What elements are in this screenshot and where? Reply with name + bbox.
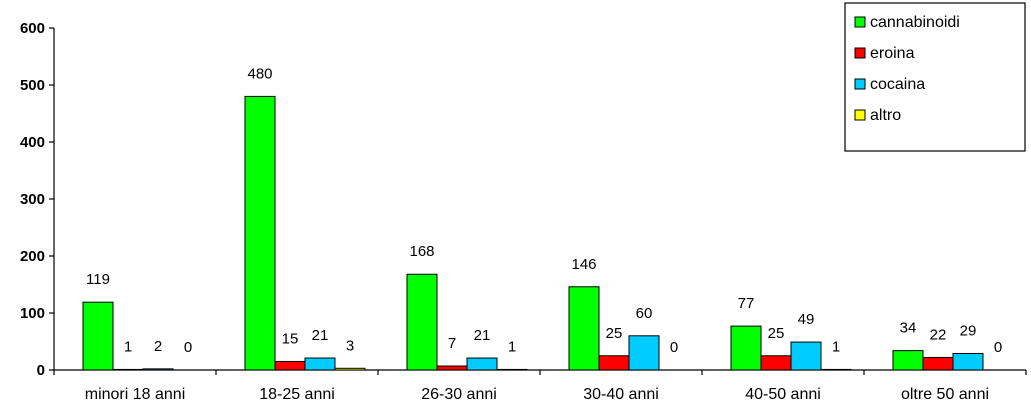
bar-cocaina	[790, 341, 822, 371]
data-label: 1	[124, 338, 132, 355]
y-tick-label: 0	[37, 362, 45, 379]
legend-swatch	[854, 16, 866, 28]
data-label: 7	[448, 335, 456, 352]
x-tick-label: 18-25 anni	[259, 386, 335, 403]
legend-label: eroina	[870, 45, 915, 62]
bar-eroina	[112, 368, 144, 371]
data-label: 21	[474, 327, 491, 344]
data-label: 168	[409, 243, 434, 260]
data-label: 25	[606, 325, 623, 342]
data-label: 1	[508, 338, 516, 355]
bar-cannabinoidi	[82, 301, 114, 371]
y-tick-label: 500	[20, 77, 45, 94]
data-label: 0	[994, 339, 1002, 356]
legend: cannabinoidi eroina cocaina altro	[844, 2, 1026, 152]
bar-cocaina	[466, 357, 498, 371]
data-label: 60	[636, 305, 653, 322]
y-tick-label: 400	[20, 134, 45, 151]
bar-eroina	[436, 365, 468, 371]
y-tick-label: 300	[20, 191, 45, 208]
legend-swatch	[854, 78, 866, 90]
data-label: 2	[154, 338, 162, 355]
bar-altro	[334, 367, 366, 371]
legend-label: cocaina	[870, 76, 925, 93]
data-label: 3	[346, 337, 354, 354]
x-tick-label: 30-40 anni	[583, 386, 659, 403]
data-label: 34	[900, 320, 917, 337]
y-tick-label: 200	[20, 248, 45, 265]
y-tick-label: 100	[20, 305, 45, 322]
bar-cocaina	[304, 357, 336, 371]
data-label: 0	[670, 339, 678, 356]
x-tick-label: oltre 50 anni	[901, 386, 989, 403]
x-tick-label: minori 18 anni	[85, 386, 186, 403]
data-label: 0	[184, 339, 192, 356]
x-tick-label: 26-30 anni	[421, 386, 497, 403]
legend-swatch	[854, 109, 866, 121]
bar-cocaina	[142, 368, 174, 371]
data-label: 22	[930, 326, 947, 343]
data-label: 25	[768, 325, 785, 342]
bar-eroina	[274, 360, 306, 371]
bar-cocaina	[952, 352, 984, 371]
data-label: 29	[960, 322, 977, 339]
bar-cocaina	[628, 335, 660, 371]
legend-box	[844, 2, 1026, 152]
legend-swatch	[854, 47, 866, 59]
bar-eroina	[922, 356, 954, 371]
data-label: 15	[282, 330, 299, 347]
x-tick-label: 40-50 anni	[745, 386, 821, 403]
data-label: 480	[247, 65, 272, 82]
legend-label: altro	[870, 107, 901, 124]
bar-cannabinoidi	[730, 325, 762, 371]
bar-eroina	[598, 355, 630, 371]
data-label: 49	[798, 311, 815, 328]
bar-eroina	[760, 355, 792, 371]
bar-cannabinoidi	[406, 273, 438, 371]
bars	[82, 95, 1014, 371]
bar-altro	[496, 368, 528, 371]
data-label: 21	[312, 327, 329, 344]
bar-cannabinoidi	[244, 95, 276, 371]
y-tick-label: 600	[20, 20, 45, 37]
bar-altro	[820, 368, 852, 371]
bar-cannabinoidi	[892, 350, 924, 371]
data-label: 1	[832, 338, 840, 355]
data-label: 77	[738, 295, 755, 312]
data-label: 119	[86, 271, 110, 288]
bar-cannabinoidi	[568, 286, 600, 371]
legend-label: cannabinoidi	[870, 14, 960, 31]
data-label: 146	[571, 256, 596, 273]
